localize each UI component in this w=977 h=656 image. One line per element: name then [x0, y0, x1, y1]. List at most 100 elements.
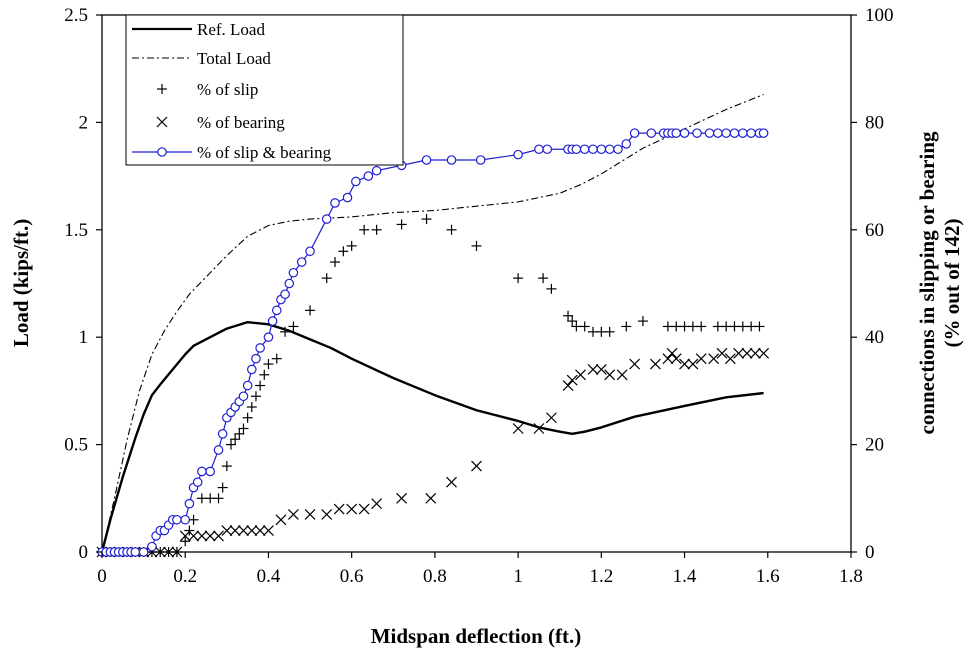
point-of-bearing: [188, 530, 199, 542]
point-of-bearing: [616, 369, 628, 381]
point-stroke: [566, 374, 578, 386]
point-of-slip: [446, 224, 457, 235]
y-tick-label: 1: [79, 327, 89, 348]
point-of-bearing: [587, 363, 599, 375]
point-of-slip-bearing: [713, 128, 723, 138]
legend-swatch-slip: [157, 84, 167, 94]
x-tick-label: 1: [513, 566, 523, 587]
point-of-slip-bearing: [130, 547, 141, 557]
point-stroke: [188, 530, 199, 542]
y2-tick-label: 40: [865, 327, 884, 348]
point-of-slip-bearing: [192, 477, 203, 487]
point-stroke: [629, 358, 641, 370]
point-of-slip-bearing: [679, 128, 690, 138]
point-stroke: [179, 530, 191, 542]
point-of-slip: [238, 423, 249, 434]
point-of-slip-bearing: [758, 128, 769, 138]
point-of-bearing: [687, 358, 699, 370]
point-stroke: [238, 525, 249, 536]
point-stroke: [687, 358, 699, 370]
x-axis-title: Midspan deflection (ft.): [371, 624, 582, 648]
point-of-bearing: [229, 525, 241, 536]
y-tick-label: 2: [79, 112, 89, 133]
axis-layer: 0 0.2 0.4 0.6 0.8 1 1.2 1.4 1.6 1.800.511.522.502…: [64, 5, 893, 587]
point-of-slip-bearing: [621, 139, 632, 149]
point-stroke: [446, 476, 457, 488]
point-of-slip: [538, 273, 549, 284]
point-of-slip-bearing: [704, 128, 715, 138]
point-stroke: [229, 525, 241, 536]
point-stroke: [616, 369, 628, 381]
point-of-slip-bearing: [475, 155, 486, 165]
point-stroke: [650, 358, 661, 370]
point-stroke: [221, 525, 233, 536]
point-of-slip: [213, 493, 224, 504]
point-of-slip: [221, 461, 232, 472]
point-of-bearing: [171, 546, 183, 558]
point-of-bearing: [246, 525, 258, 536]
x-tick-label: 1.8: [839, 566, 863, 587]
point-of-slip-bearing: [738, 128, 748, 138]
point-of-slip: [321, 273, 332, 284]
point-of-slip: [255, 380, 266, 391]
point-of-slip-bearing: [321, 214, 332, 224]
point-of-slip-bearing: [746, 128, 756, 138]
point-of-slip: [225, 439, 236, 450]
point-of-bearing: [321, 508, 333, 520]
point-of-slip-bearing: [184, 498, 195, 509]
legend-label-ref-load: Ref. Load: [197, 20, 265, 39]
point-of-slip: [621, 321, 632, 332]
point-of-bearing: [471, 460, 482, 472]
point-of-slip-bearing: [147, 541, 157, 552]
point-stroke: [587, 363, 599, 375]
point-stroke: [533, 423, 545, 434]
point-stroke: [695, 353, 707, 365]
point-stroke: [758, 347, 770, 359]
y2-axis-title-line1: connections in slipping or bearing: [915, 131, 939, 435]
point-of-slip: [338, 246, 349, 257]
point-of-bearing: [741, 347, 753, 359]
point-of-slip: [230, 434, 241, 445]
point-of-bearing: [512, 423, 524, 434]
point-of-slip-bearing: [371, 165, 382, 176]
point-stroke: [204, 530, 216, 542]
point-of-slip: [346, 240, 357, 251]
point-stroke: [545, 412, 557, 424]
point-of-slip-bearing: [571, 144, 582, 155]
point-stroke: [246, 525, 258, 536]
point-of-slip: [330, 257, 341, 268]
point-stroke: [371, 498, 383, 510]
legend-box: [125, 14, 404, 166]
point-stroke: [679, 358, 690, 370]
point-of-slip-bearing: [238, 391, 249, 402]
point-of-bearing: [629, 358, 641, 370]
point-of-slip: [271, 353, 282, 364]
point-stroke: [213, 530, 224, 542]
point-of-slip-bearing: [242, 380, 253, 391]
point-of-slip-bearing: [247, 364, 257, 375]
point-of-slip: [359, 224, 370, 235]
point-of-slip-bearing: [296, 257, 307, 267]
series-line-ref-load: [100, 320, 764, 553]
series-line-total-load: [101, 93, 764, 553]
point-of-bearing: [221, 525, 233, 536]
point-of-slip: [604, 326, 615, 337]
legend-label-bearing: % of bearing: [197, 113, 285, 132]
point-stroke: [670, 353, 682, 365]
point-of-bearing: [275, 514, 287, 526]
point-of-slip-bearing: [255, 343, 265, 353]
legend-swatch-bearing: [156, 116, 168, 128]
point-of-slip-bearing: [646, 128, 657, 138]
point-of-slip-bearing: [284, 278, 295, 289]
point-of-slip-bearing: [267, 316, 278, 326]
y2-tick-label: 80: [865, 112, 884, 133]
point-of-bearing: [533, 423, 545, 434]
point-stroke: [741, 347, 753, 359]
point-of-slip: [563, 310, 574, 321]
point-of-slip: [513, 273, 524, 284]
point-stroke: [724, 353, 736, 365]
point-of-bearing: [662, 353, 674, 365]
point-of-bearing: [545, 412, 557, 424]
point-of-slip-bearing: [613, 144, 623, 155]
